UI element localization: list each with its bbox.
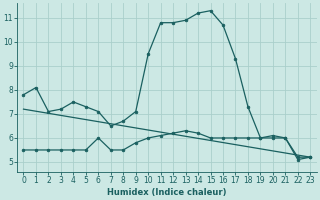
X-axis label: Humidex (Indice chaleur): Humidex (Indice chaleur) <box>107 188 227 197</box>
